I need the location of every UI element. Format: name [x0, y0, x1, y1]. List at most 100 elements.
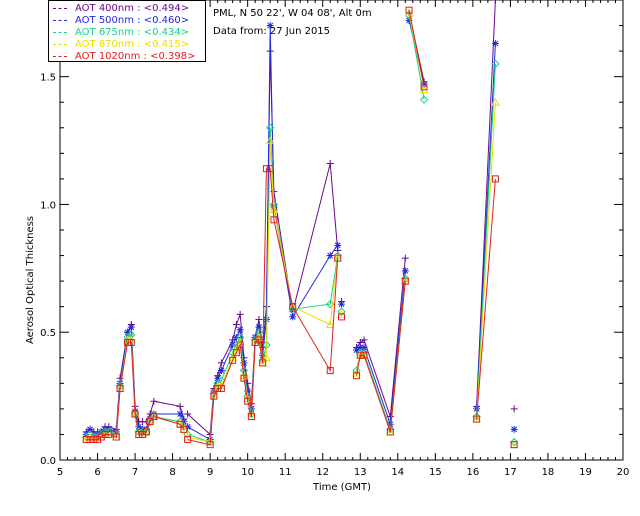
data-point [356, 351, 364, 359]
data-point [236, 341, 244, 349]
data-point [334, 254, 342, 262]
data-point [214, 384, 222, 392]
data-point [214, 374, 222, 382]
data-point [232, 321, 240, 329]
data-point [401, 267, 409, 275]
legend-item-400: AOT 400nm : <0.494> [53, 3, 189, 15]
data-point [255, 336, 263, 344]
legend-line-675 [53, 31, 67, 33]
x-tick-label: 13 [354, 467, 367, 478]
data-point [112, 430, 121, 439]
data-point [210, 392, 218, 400]
data-point [217, 367, 225, 375]
data-point [510, 405, 518, 413]
series-AOT1020 [82, 6, 518, 449]
x-axis-label: Time (GMT) [312, 482, 371, 493]
y-axis-label: Aerosol Optical Thickness [25, 216, 36, 344]
data-point [405, 6, 413, 14]
data-point [270, 216, 278, 224]
y-tick-label: 1.0 [40, 200, 56, 211]
data-point [127, 330, 136, 339]
data-point [353, 346, 361, 354]
data-point [338, 300, 345, 308]
data-point [386, 425, 395, 434]
data-point [100, 427, 110, 437]
series-line [408, 15, 425, 100]
series-line [187, 140, 339, 443]
data-point [104, 427, 114, 437]
y-tick-label: 0.5 [40, 328, 56, 339]
series-layer [81, 0, 519, 449]
data-point [240, 374, 248, 382]
series-AOT870 [81, 8, 519, 449]
data-point [210, 387, 218, 395]
x-tick-label: 11 [279, 467, 292, 478]
data-point [139, 425, 147, 433]
data-point [326, 367, 334, 375]
data-point [86, 436, 94, 444]
series-line [187, 168, 339, 446]
data-point [116, 384, 124, 392]
data-point [124, 328, 132, 336]
data-point [269, 205, 279, 214]
data-point [491, 59, 500, 69]
data-point [184, 410, 192, 418]
data-point [510, 441, 518, 449]
legend-label-870: AOT 870nm : <0.415> [75, 39, 190, 50]
data-point [254, 328, 264, 337]
site-info: PML, N 50 22', W 04 08', Alt 0m [213, 8, 372, 19]
data-point [262, 165, 270, 173]
data-point [244, 397, 252, 405]
data-point [101, 425, 109, 433]
data-point [326, 252, 334, 260]
x-tick-label: 19 [579, 467, 592, 478]
data-point [135, 430, 143, 438]
data-point [235, 333, 245, 342]
data-point [325, 320, 335, 329]
data-point [266, 22, 274, 30]
data-point [289, 313, 297, 321]
legend-item-1020: AOT 1020nm : <0.398> [53, 51, 195, 63]
data-point [353, 372, 361, 380]
data-point [142, 427, 151, 437]
data-point [127, 323, 135, 331]
data-point [262, 353, 271, 362]
legend-item-870: AOT 870nm : <0.415> [53, 39, 189, 51]
legend-line-1020 [53, 55, 67, 57]
data-point [404, 8, 414, 17]
x-tick-label: 15 [429, 467, 442, 478]
legend-label-400: AOT 400nm : <0.494> [75, 3, 190, 14]
series-line [476, 102, 496, 420]
data-point [112, 433, 120, 441]
data-point [509, 437, 519, 447]
data-point [176, 410, 184, 418]
data-point [360, 336, 368, 344]
data-point [338, 313, 345, 321]
data-point [247, 413, 255, 421]
data-point [472, 412, 481, 421]
data-point [127, 338, 135, 346]
data-point [334, 241, 342, 249]
data-point [232, 340, 241, 350]
legend-line-500 [53, 19, 67, 21]
data-point [386, 428, 394, 436]
x-tick-label: 17 [504, 467, 517, 478]
y-tick-label: 1.5 [40, 73, 56, 84]
data-point [401, 254, 409, 262]
data-point [206, 441, 214, 449]
data-point [289, 303, 297, 311]
data-point [176, 420, 184, 428]
date-info: Data from: 27 Jun 2015 [213, 26, 331, 37]
data-point [217, 384, 225, 392]
data-point [150, 413, 158, 421]
legend-label-675: AOT 675nm : <0.434> [75, 27, 190, 38]
data-point [131, 410, 139, 418]
x-tick-label: 20 [617, 467, 630, 478]
data-point [326, 160, 334, 168]
data-point [105, 425, 113, 433]
data-point [401, 277, 409, 285]
data-point [145, 417, 155, 426]
x-tick-label: 7 [132, 467, 138, 478]
x-axis: 5 6 7 8 9 10 11 12 13 14 15 16 17 18 19 20 [57, 0, 630, 478]
